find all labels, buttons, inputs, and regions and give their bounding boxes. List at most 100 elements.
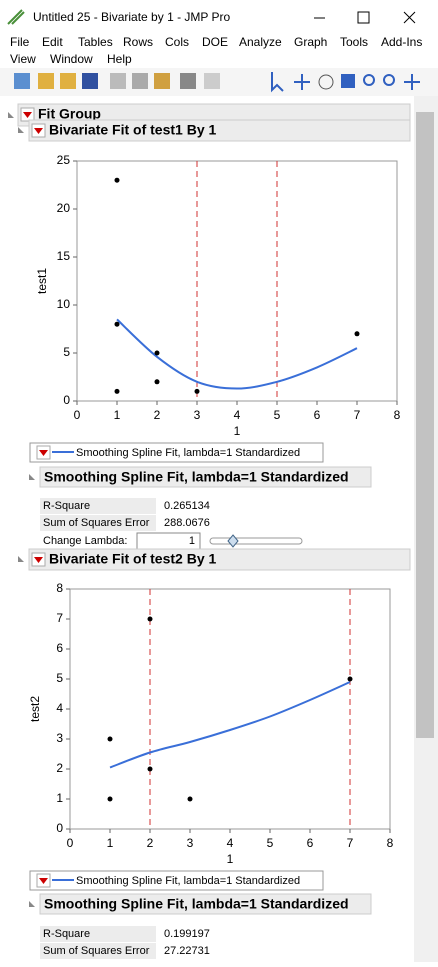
y-axis-label: test2 [28,696,42,722]
y-tick-label: 3 [56,731,63,745]
data-point [347,676,353,682]
maximize-button[interactable] [357,11,370,24]
report-header [28,548,411,571]
y-tick-label: 10 [57,297,71,311]
x-tick-label: 1 [107,836,114,850]
fit-group-title: Fit Group [38,106,101,122]
close-button[interactable] [403,11,416,24]
y-axis-label: test1 [35,268,49,294]
red-triangle[interactable] [34,128,43,134]
menu-item[interactable]: Window [50,52,93,66]
data-point [107,736,113,742]
legend-box [29,442,324,463]
tool-icon[interactable] [271,72,284,93]
menu-item[interactable]: Tools [340,35,368,49]
stat-value: 0.199197 [164,928,210,940]
data-point [114,388,120,394]
stat-value: 27.22731 [164,945,210,957]
x-tick-label: 2 [147,836,154,850]
data-point [354,331,360,337]
tool-icon[interactable] [318,74,334,90]
tool-icon[interactable] [110,73,126,89]
x-tick-label: 3 [187,836,194,850]
outline-toggle[interactable] [18,556,24,562]
stat-label: R-Square [43,928,90,940]
menu-item[interactable]: Rows [123,35,153,49]
y-tick-label: 8 [56,581,63,595]
y-tick-label: 2 [56,761,63,775]
red-triangle[interactable] [39,878,48,884]
menu-item[interactable]: View [10,52,36,66]
x-tick-label: 4 [234,408,241,422]
x-tick-label: 0 [74,408,81,422]
menu-item[interactable]: Cols [165,35,189,49]
lambda-value[interactable]: 1 [189,535,195,547]
tool-icon[interactable] [204,73,220,89]
tool-icon[interactable] [404,74,420,90]
spline-fit [109,681,351,769]
menu-bar [0,35,438,68]
menu-item[interactable]: Graph [294,35,327,49]
y-tick-label: 4 [56,701,63,715]
menu-item[interactable]: Tables [78,35,113,49]
report-header [28,119,411,142]
lambda-slider[interactable] [209,537,303,545]
y-tick-label: 1 [56,791,63,805]
x-axis-label: 1 [227,852,234,866]
y-tick-label: 15 [57,249,71,263]
tool-icon[interactable] [132,73,148,89]
stat-value: 0.265134 [164,500,210,512]
x-axis-label: 1 [234,424,241,438]
y-tick-label: 0 [56,821,63,835]
scroll-thumb[interactable] [416,112,434,738]
y-tick-label: 5 [63,345,70,359]
menu-item[interactable]: Edit [42,35,63,49]
x-tick-label: 1 [114,408,121,422]
red-triangle[interactable] [39,450,48,456]
menu-item[interactable]: DOE [202,35,228,49]
report-title: Bivariate Fit of test1 By 1 [49,122,216,138]
menu-item[interactable]: File [10,35,30,49]
y-tick-label: 6 [56,641,63,655]
menu-item[interactable]: Help [107,52,132,66]
lambda-label: Change Lambda: [43,535,127,547]
tool-icon[interactable] [154,73,170,89]
data-point [147,766,153,772]
stat-label-cell [40,926,156,942]
menu-item[interactable]: Add-Ins [381,35,422,49]
fit-header [39,466,372,488]
tool-icon[interactable] [14,73,30,89]
tool-icon[interactable] [383,74,395,86]
outline-toggle[interactable] [18,127,24,133]
data-point [114,177,120,183]
tool-icon[interactable] [82,73,98,89]
x-tick-label: 6 [307,836,314,850]
y-tick-label: 5 [56,671,63,685]
stat-label: R-Square [43,500,90,512]
x-tick-label: 2 [154,408,161,422]
tool-icon[interactable] [38,73,54,89]
tool-icon[interactable] [363,74,375,86]
x-tick-label: 5 [267,836,274,850]
x-tick-label: 7 [347,836,354,850]
red-triangle[interactable] [23,112,32,118]
y-tick-label: 7 [56,611,63,625]
outline-toggle[interactable] [29,474,35,480]
stat-label: Sum of Squares Error [43,945,150,957]
outline-toggle[interactable] [8,112,14,118]
legend-label: Smoothing Spline Fit, lambda=1 Standardi… [76,447,300,459]
slider-thumb[interactable] [227,534,239,548]
outline-toggle[interactable] [29,901,35,907]
fit-title: Smoothing Spline Fit, lambda=1 Standardi… [44,469,349,485]
y-tick-label: 20 [57,201,71,215]
y-tick-label: 25 [57,153,71,167]
red-triangle[interactable] [34,557,43,563]
tool-icon[interactable] [341,74,355,88]
tool-icon[interactable] [180,73,196,89]
x-tick-label: 8 [387,836,394,850]
menu-item[interactable]: Analyze [239,35,282,49]
tool-icon[interactable] [294,74,310,90]
tool-icon[interactable] [60,73,76,89]
fit-title: Smoothing Spline Fit, lambda=1 Standardi… [44,896,349,912]
